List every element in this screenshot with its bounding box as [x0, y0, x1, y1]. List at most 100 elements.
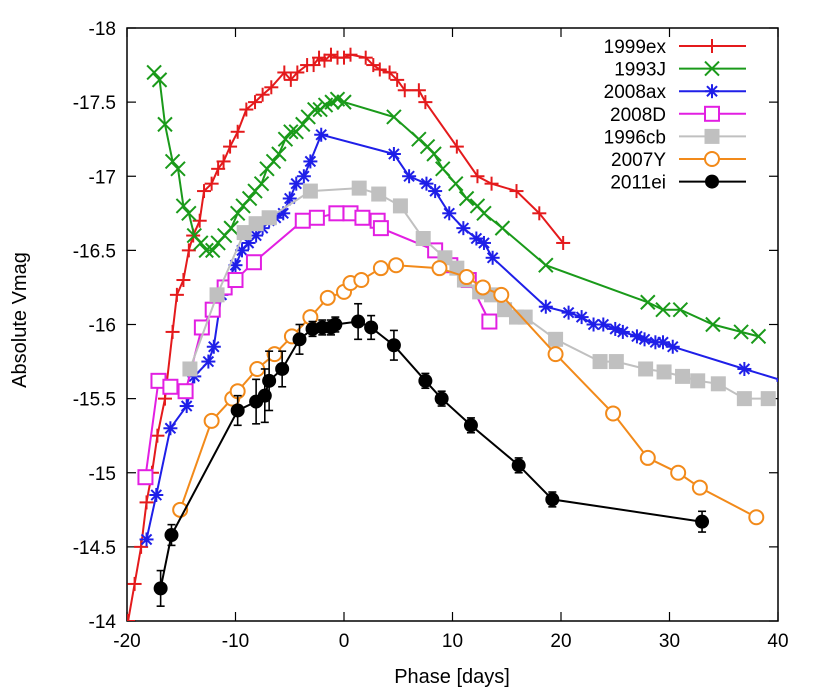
data-point-1993J [476, 205, 492, 222]
x-tick-label: 10 [442, 631, 463, 652]
data-point-1993J [435, 161, 451, 177]
data-point-1993J [336, 94, 352, 110]
legend-label: 2008D [610, 105, 666, 126]
x-marker-b [295, 116, 311, 133]
x-marker-b [329, 91, 346, 107]
plot-frame [126, 27, 779, 622]
data-point-2008ax [637, 332, 652, 347]
asterisk-marker-d2 [562, 306, 575, 319]
data-point-1993J [538, 257, 554, 273]
legend-item-2008D: 2008D [610, 105, 746, 126]
data-point-1996cb [675, 368, 691, 384]
asterisk-marker-d2 [388, 148, 400, 160]
data-point-2008ax [201, 354, 216, 369]
open-circle-marker [474, 279, 491, 296]
data-point-2008ax [139, 532, 154, 547]
x-marker-b [205, 242, 221, 259]
data-point-1999ex [127, 576, 142, 591]
y-tick-label: -16 [89, 316, 116, 337]
data-point-1999ex [382, 65, 397, 80]
open-circle-marker [704, 151, 720, 167]
y-tick-label: -17.5 [73, 93, 116, 114]
data-point-1996cb [182, 361, 198, 377]
filled-circle-marker [328, 317, 343, 332]
filled-circle-marker [164, 528, 179, 543]
x-marker-b [170, 161, 186, 177]
open-circle-marker [547, 346, 564, 363]
data-point-2011ei [153, 581, 168, 596]
asterisk-marker-d2 [738, 363, 751, 375]
filled-square-marker [656, 364, 672, 380]
asterisk-marker-d2 [486, 252, 499, 264]
asterisk-marker-d2 [575, 311, 588, 323]
data-point-1996cb [690, 373, 706, 389]
data-point-1999ex [216, 154, 231, 169]
filled-circle-marker [418, 373, 433, 388]
open-square-marker [328, 205, 345, 222]
filled-square-marker [248, 216, 264, 232]
data-point-1999ex [556, 235, 571, 250]
asterisk-marker-d2 [587, 318, 600, 331]
data-point-1999ex [418, 95, 433, 110]
data-point-1999ex [411, 83, 426, 98]
asterisk-marker-d2 [304, 155, 317, 168]
data-point-2011ei [351, 314, 366, 329]
filled-circle-marker [230, 403, 245, 418]
y-axis-label: Absolute Vmag [9, 252, 31, 388]
data-point-1993J [164, 153, 181, 170]
data-point-2011ei [292, 332, 307, 347]
x-marker-b [435, 161, 451, 177]
x-marker-b [386, 109, 402, 125]
x-marker-b [198, 242, 214, 259]
filled-circle-marker [275, 361, 290, 376]
asterisk-marker-d2 [457, 222, 470, 234]
data-point-2011ei [364, 320, 379, 335]
x-marker-b [655, 301, 671, 318]
data-point-1999ex [204, 176, 219, 191]
data-point-1999ex [509, 184, 524, 199]
filled-square-marker [517, 309, 533, 325]
series-2008D [137, 205, 498, 486]
data-point-2008D [481, 313, 498, 330]
data-point-2007Y [493, 286, 510, 303]
data-point-1999ex [317, 53, 332, 68]
data-point-1999ex [127, 614, 136, 621]
filled-square-marker [236, 225, 252, 241]
x-marker-b [175, 198, 192, 214]
filled-circle-marker [257, 388, 272, 403]
data-point-1999ex [358, 50, 373, 65]
asterisk-marker-d2 [180, 400, 193, 412]
data-point-1993J [733, 324, 749, 340]
filled-circle-marker [705, 174, 719, 189]
x-marker-b [336, 94, 352, 110]
data-point-2007Y [203, 412, 220, 429]
y-tick-label: -14.5 [73, 538, 116, 559]
data-point-2008D [162, 378, 179, 395]
filled-square-marker [548, 331, 564, 347]
legend-label: 2011ei [610, 173, 666, 194]
data-point-2008D [245, 254, 262, 271]
data-point-1996cb [371, 186, 387, 202]
data-point-1993J [640, 294, 656, 310]
data-point-1993J [157, 116, 173, 133]
data-point-1999ex [449, 139, 464, 154]
data-point-2008D [137, 469, 154, 486]
legend-label: 2007Y [611, 150, 666, 171]
open-square-marker [372, 220, 389, 237]
data-point-1999ex [150, 428, 165, 443]
data-point-1999ex [397, 83, 412, 98]
data-point-1993J [705, 316, 721, 333]
data-point-1993J [151, 72, 168, 88]
x-marker-b [223, 220, 239, 236]
data-point-1993J [271, 146, 287, 162]
data-point-1999ex [134, 539, 149, 554]
data-point-1996cb [209, 287, 225, 303]
data-point-2008D [354, 209, 371, 226]
x-marker-b [640, 294, 656, 310]
open-circle-marker [388, 257, 405, 274]
data-point-2011ei [386, 338, 401, 353]
x-marker-b [193, 235, 209, 251]
filled-square-marker [704, 128, 720, 144]
